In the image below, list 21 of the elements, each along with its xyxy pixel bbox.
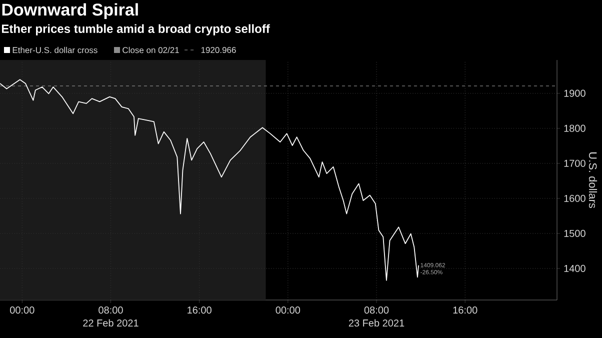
text: 1920.966 [201, 46, 236, 54]
x-tick-label: 08:00 [364, 306, 389, 314]
y-tick-label: 1600 [564, 194, 586, 202]
y-tick-label: 1500 [564, 230, 586, 237]
x-tick-label: 08:00 [98, 306, 123, 314]
text: 23 Feb 2021 [348, 319, 404, 327]
y-tick-label: 1900 [564, 90, 586, 97]
chart-subtitle: Ether prices tumble amid a broad crypto selloff [2, 24, 270, 36]
text: 22 Feb 2021 [83, 319, 138, 327]
y-tick-label: 1400 [564, 264, 586, 272]
x-tick-label: 16:00 [453, 306, 478, 314]
line-series [0, 79, 420, 281]
y-tick-label: 1700 [564, 160, 586, 167]
y-tick-label: 1800 [564, 124, 586, 132]
x-tick-label: 00:00 [10, 306, 34, 314]
x-tick-label: 16:00 [188, 306, 212, 314]
y-axis-title: U.S. dollars [588, 152, 598, 208]
legend-label: Close on 02/21 [122, 46, 179, 54]
legend-label: Ether-U.S. dollar cross [12, 46, 98, 54]
chart-title: Downward Spiral [2, 3, 138, 20]
x-tick-label: 00:00 [276, 306, 300, 314]
